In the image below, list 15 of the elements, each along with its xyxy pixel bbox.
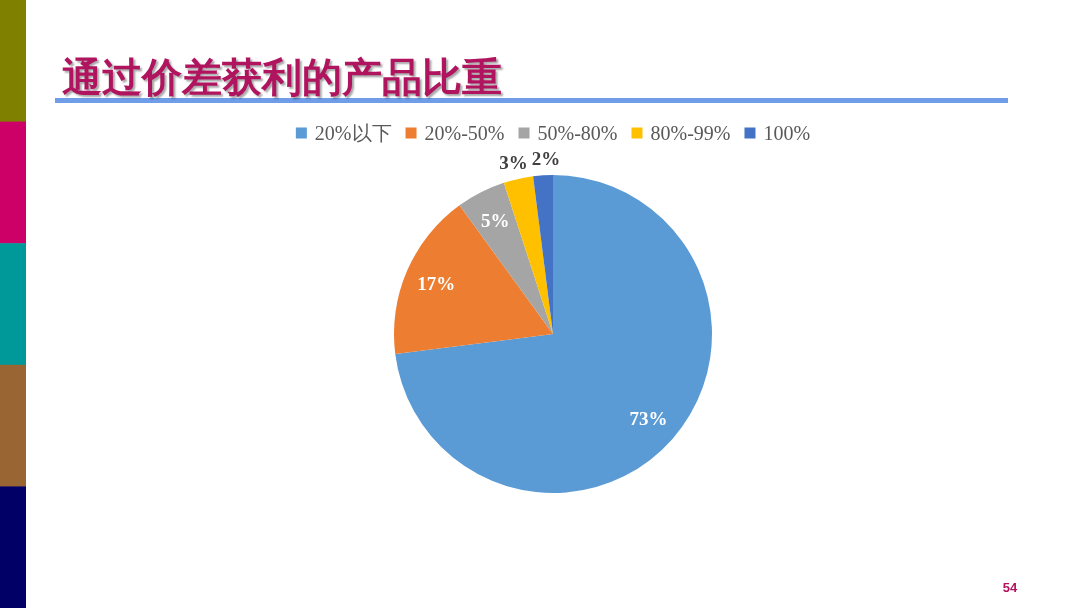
legend-label: 20%以下 xyxy=(314,122,392,144)
text: 54 xyxy=(1002,580,1018,595)
data-label: 17% xyxy=(417,272,456,294)
legend-label: 100% xyxy=(763,122,811,144)
legend-label: 50%-80% xyxy=(537,122,618,144)
legend-label: 80%-99% xyxy=(650,122,731,144)
data-label: 2% xyxy=(531,147,561,169)
pie-slice xyxy=(394,205,553,354)
pie-slice xyxy=(395,175,712,493)
pie-slice xyxy=(459,182,553,334)
data-label: 3% xyxy=(499,151,528,173)
data-label: 5% xyxy=(481,210,510,232)
legend-label: 20%-50% xyxy=(424,122,505,144)
data-label: 73% xyxy=(629,407,668,429)
chart-title: 通过价差获利的产品比重 xyxy=(62,55,502,100)
